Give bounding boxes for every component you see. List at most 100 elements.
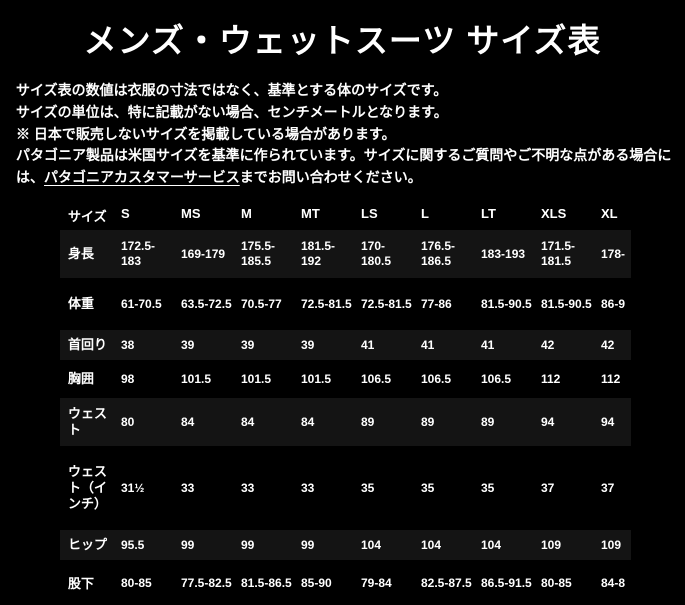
size-cell: 63.5-72.5 xyxy=(181,296,232,311)
size-cell: 31½ xyxy=(121,480,145,495)
row-label: ウェスト xyxy=(68,406,108,437)
row-label: 身長 xyxy=(68,246,95,261)
size-table-row: ウェスト（インチ） 31½ 33 33 33 35 35 35 37 37 xyxy=(60,446,631,530)
size-cell: 37 xyxy=(541,480,555,495)
size-cell: 81.5-90.5 xyxy=(541,296,592,311)
size-cell: 42 xyxy=(541,337,555,352)
size-cell: 41 xyxy=(481,337,495,352)
size-cell: 84 xyxy=(301,414,315,429)
note-item: パタゴニア製品は米国サイズを基準に作られています。サイズに関するご質問やご不明な… xyxy=(16,145,682,189)
size-cell: 77.5-82.5 xyxy=(181,576,232,590)
size-table-row: 胸囲 98 101.5 101.5 101.5 106.5 106.5 106.5 112 112 xyxy=(60,360,631,398)
size-cell: 89 xyxy=(481,414,495,429)
size-cell: 178- xyxy=(601,246,626,261)
size-cell: 79-84 xyxy=(361,576,392,590)
note-text: は、 xyxy=(16,169,44,186)
size-cell: 84-8 xyxy=(601,576,626,590)
row-label: 首回り xyxy=(68,337,108,352)
size-cell: 39 xyxy=(301,337,315,352)
size-cell: 61-70.5 xyxy=(121,296,162,311)
size-cell: 35 xyxy=(421,480,435,495)
size-table-header-cell: LT xyxy=(481,206,496,221)
size-cell: 72.5-81.5 xyxy=(361,296,412,311)
size-table-header-cell: S xyxy=(121,206,130,221)
size-table-row: 首回り 38 39 39 39 41 41 41 42 42 xyxy=(60,330,631,360)
note-item: サイズ表の数値は衣服の寸法ではなく、基準とする体のサイズです。 xyxy=(16,80,682,102)
customer-service-link[interactable]: パタゴニアカスタマーサービス xyxy=(44,169,240,186)
size-cell: 85-90 xyxy=(301,576,332,590)
note-text: ※ 日本で販売しないサイズを掲載している場合があります。 xyxy=(16,125,396,142)
size-cell: 104 xyxy=(361,537,382,552)
size-cell: 109 xyxy=(601,537,622,552)
size-cell: 176.5-186.5 xyxy=(421,239,456,268)
size-table-header-cell: XLS xyxy=(541,206,567,221)
size-table-row: 体重 61-70.5 63.5-72.5 70.5-77 72.5-81.5 72.5-8… xyxy=(60,278,631,330)
size-table-row: ウェスト 80 84 84 84 89 89 89 94 94 xyxy=(60,398,631,446)
size-table-row: 股下 80-85 77.5-82.5 81.5-86.5 85-90 79-84 82.5-… xyxy=(60,560,631,605)
size-table-body: 身長 172.5-183 169-179 175.5-185.5 181.5-192 17… xyxy=(60,230,631,605)
size-cell: 112 xyxy=(601,371,621,386)
size-cell: 84 xyxy=(181,414,195,429)
size-cell: 106.5 xyxy=(421,371,452,386)
size-cell: 95.5 xyxy=(121,537,145,552)
size-cell: 77-86 xyxy=(421,296,452,311)
size-cell: 84 xyxy=(241,414,255,429)
size-table: サイズ S MS M MT LS L LT XLS XL 身長 172.5-183 169-179 17… xyxy=(60,203,631,605)
note-item: ※ 日本で販売しないサイズを掲載している場合があります。 xyxy=(16,124,682,146)
row-label: 股下 xyxy=(68,575,95,591)
size-cell: 86.5-91.5 xyxy=(481,576,532,590)
size-cell: 171.5-181.5 xyxy=(541,239,576,268)
size-table-header-cell: M xyxy=(241,206,252,221)
size-cell: 35 xyxy=(361,480,375,495)
size-cell: 99 xyxy=(241,537,255,552)
note-text: サイズ表の数値は衣服の寸法ではなく、基準とする体のサイズです。 xyxy=(16,82,448,98)
size-cell: 169-179 xyxy=(181,246,226,261)
notes-section: サイズ表の数値は衣服の寸法ではなく、基準とする体のサイズです。 サイズの単位は、… xyxy=(16,80,682,189)
size-cell: 33 xyxy=(301,480,315,495)
size-cell: 72.5-81.5 xyxy=(301,296,352,311)
size-table-row: ヒップ 95.5 99 99 99 104 104 104 109 109 xyxy=(60,530,631,560)
note-text: サイズの単位は、特に記載がない場合、センチメートルとなります。 xyxy=(16,103,448,120)
size-cell: 80 xyxy=(121,414,135,429)
size-cell: 35 xyxy=(481,480,495,495)
size-cell: 99 xyxy=(301,537,315,552)
size-cell: 86-9 xyxy=(601,296,626,311)
size-cell: 81.5-90.5 xyxy=(481,296,532,311)
size-cell: 38 xyxy=(121,337,135,352)
size-cell: 37 xyxy=(601,480,615,495)
size-cell: 41 xyxy=(421,337,435,352)
size-cell: 112 xyxy=(541,371,561,386)
size-cell: 33 xyxy=(181,480,195,495)
size-table-header-cell: MS xyxy=(181,206,201,221)
size-cell: 172.5-183 xyxy=(121,239,156,268)
size-cell: 39 xyxy=(181,337,195,352)
size-cell: 175.5-185.5 xyxy=(241,239,276,268)
size-cell: 41 xyxy=(361,337,375,352)
row-label: 胸囲 xyxy=(68,371,95,386)
size-cell: 170-180.5 xyxy=(361,239,392,268)
row-label: 体重 xyxy=(68,296,95,311)
row-label: ウェスト（インチ） xyxy=(68,464,108,511)
note-text: パタゴニア製品は米国サイズを基準に作られています。サイズに関するご質問やご不明な… xyxy=(16,147,672,164)
size-cell: 98 xyxy=(121,371,135,386)
size-cell: 70.5-77 xyxy=(241,296,282,311)
size-cell: 89 xyxy=(361,414,375,429)
size-cell: 82.5-87.5 xyxy=(421,576,472,590)
size-cell: 101.5 xyxy=(181,371,212,386)
size-table-header-row: サイズ S MS M MT LS L LT XLS XL xyxy=(60,203,631,230)
size-cell: 94 xyxy=(541,414,555,429)
note-text: までお問い合わせください。 xyxy=(239,169,422,186)
size-cell: 181.5-192 xyxy=(301,239,336,268)
size-cell: 109 xyxy=(541,537,562,552)
size-table-row: 身長 172.5-183 169-179 175.5-185.5 181.5-192 17… xyxy=(60,230,631,278)
size-cell: 101.5 xyxy=(301,371,332,386)
size-table-header-cell: MT xyxy=(301,206,320,221)
row-label: ヒップ xyxy=(68,537,108,552)
note-item: サイズの単位は、特に記載がない場合、センチメートルとなります。 xyxy=(16,102,682,124)
size-cell: 101.5 xyxy=(241,371,272,386)
page-title: メンズ・ウェットスーツ サイズ表 xyxy=(83,22,602,59)
size-cell: 106.5 xyxy=(361,371,392,386)
size-cell: 94 xyxy=(601,414,615,429)
size-cell: 99 xyxy=(181,537,195,552)
